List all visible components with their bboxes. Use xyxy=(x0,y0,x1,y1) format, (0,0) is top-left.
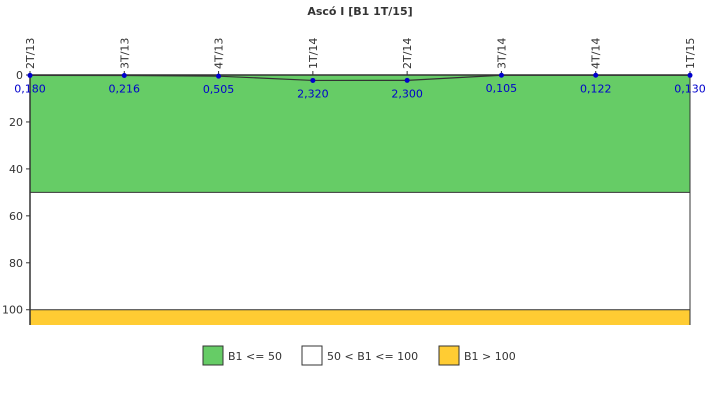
data-label: 2,300 xyxy=(391,87,423,100)
data-label: 2,320 xyxy=(297,87,329,100)
y-tick-label: 20 xyxy=(9,116,23,129)
legend-swatch-2 xyxy=(438,345,460,366)
x-tick-label: 2T/14 xyxy=(401,38,414,69)
data-label: 0,180 xyxy=(14,82,46,95)
y-tick-label: 40 xyxy=(9,163,23,176)
series-line: 0,180 0,216 0,505 2,320 2,300 0,105 0,122 0,130 xyxy=(14,72,706,100)
threshold-bands xyxy=(30,75,690,325)
x-axis: 2T/13 3T/13 4T/13 1T/14 2T/14 3T/14 4T/14 1T/15 xyxy=(24,38,697,75)
x-tick-label: 3T/14 xyxy=(495,38,508,69)
data-point xyxy=(687,72,693,78)
x-tick-label: 1T/14 xyxy=(307,38,320,69)
legend-label-1: 50 < B1 <= 100 xyxy=(327,350,418,363)
legend-swatch-1 xyxy=(301,345,323,366)
data-point xyxy=(121,73,127,79)
data-label: 0,130 xyxy=(674,82,706,95)
data-point xyxy=(593,72,599,78)
y-tick-label: 80 xyxy=(9,257,23,270)
series-line-0 xyxy=(29,74,691,82)
x-tick-label: 4T/13 xyxy=(213,38,226,69)
data-label: 0,216 xyxy=(109,83,141,96)
data-label: 0,122 xyxy=(580,82,612,95)
data-label: 0,505 xyxy=(203,83,235,96)
band-2 xyxy=(30,309,690,325)
data-point xyxy=(27,72,33,78)
y-tick-label: 100 xyxy=(2,304,23,317)
data-point xyxy=(404,77,410,83)
legend-label-0: B1 <= 50 xyxy=(228,350,282,363)
legend-swatch-0 xyxy=(202,345,224,366)
legend: B1 <= 50 50 < B1 <= 100 B1 > 100 xyxy=(202,345,516,366)
y-axis: 0 20 40 60 80 100 xyxy=(2,69,30,317)
data-point xyxy=(216,73,222,79)
y-tick-label: 0 xyxy=(16,69,23,82)
data-label: 0,105 xyxy=(486,82,518,95)
data-point xyxy=(498,72,504,78)
band-0 xyxy=(30,75,690,193)
x-tick-label: 1T/15 xyxy=(684,38,697,69)
y-tick-label: 60 xyxy=(9,210,23,223)
x-tick-label: 4T/14 xyxy=(590,38,603,69)
legend-label-2: B1 > 100 xyxy=(464,350,516,363)
x-tick-label: 3T/13 xyxy=(118,38,131,69)
band-1 xyxy=(30,192,690,310)
chart-title: Ascó I [B1 1T/15] xyxy=(307,5,412,18)
data-point xyxy=(310,77,316,83)
x-tick-label: 2T/13 xyxy=(24,38,37,69)
